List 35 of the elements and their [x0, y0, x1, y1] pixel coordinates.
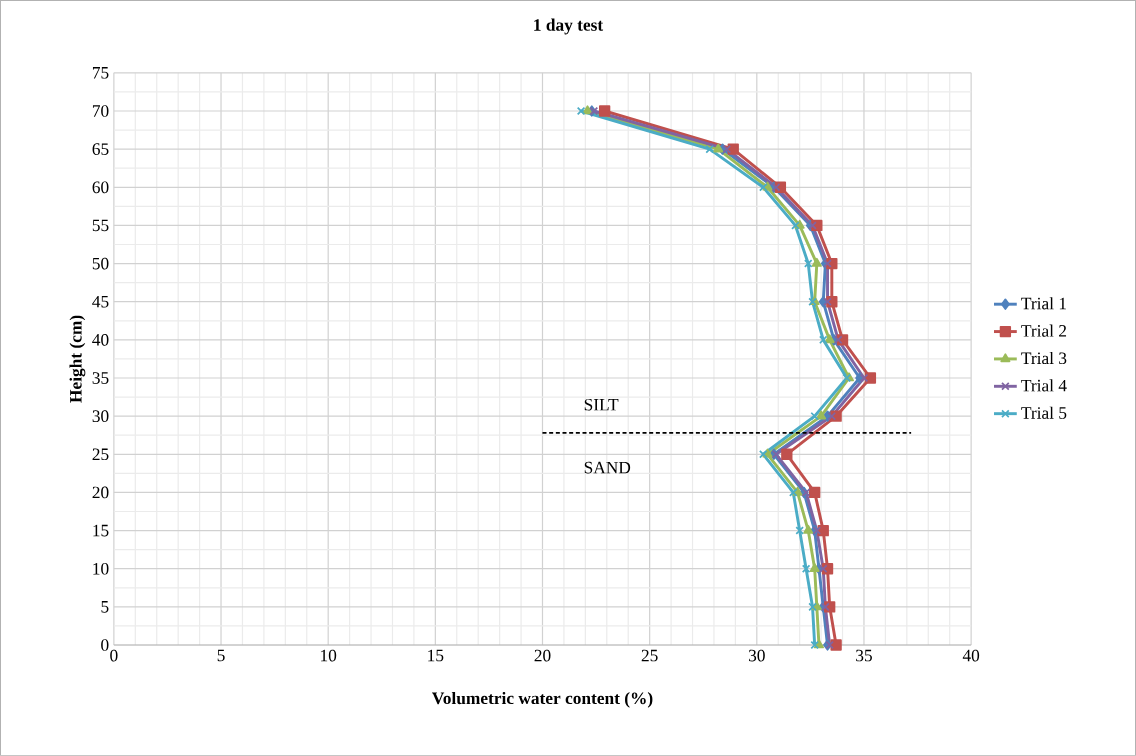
y-tick-label: 0	[101, 639, 109, 651]
y-tick-label: 60	[92, 181, 109, 194]
y-tick-label: 5	[101, 601, 109, 613]
y-tick-label: 20	[92, 486, 109, 499]
x-tick-label: 10	[321, 649, 337, 662]
y-tick-label: 35	[92, 372, 109, 384]
y-tick-label: 15	[93, 524, 109, 537]
x-tick-label: 20	[534, 649, 551, 662]
x-tick-label: 30	[748, 649, 765, 662]
x-axis-title: Volumetric water content (%)	[432, 691, 653, 708]
y-tick-label: 45	[92, 295, 109, 308]
y-tick-label: 10	[93, 562, 109, 575]
legend-label: Trial 3	[1021, 351, 1067, 365]
x-tick-label: 35	[856, 649, 872, 662]
x-tick-label: 0	[110, 649, 118, 662]
y-axis-title: Height (cm)	[69, 315, 86, 403]
x-tick-label: 40	[962, 649, 980, 662]
legend-label: Trial 1	[1021, 297, 1066, 310]
x-tick-label: 25	[641, 649, 658, 662]
y-tick-label: 70	[92, 105, 109, 117]
chart-title: 1 day test	[534, 18, 604, 35]
legend-label: Trial 2	[1021, 324, 1067, 337]
y-tick-label: 25	[92, 448, 109, 461]
x-tick-label: 5	[217, 649, 225, 662]
annotation: SILT	[584, 398, 619, 411]
x-tick-label: 15	[428, 649, 444, 662]
y-tick-label: 50	[92, 257, 109, 270]
legend-label: Trial 5	[1021, 406, 1067, 419]
y-tick-label: 40	[92, 334, 109, 346]
legend-label: Trial 4	[1021, 379, 1067, 392]
annotation: SAND	[584, 461, 631, 474]
y-tick-label: 55	[92, 219, 109, 232]
y-tick-label: 65	[92, 143, 109, 156]
y-tick-label: 30	[92, 410, 109, 423]
y-tick-label: 75	[92, 67, 109, 79]
